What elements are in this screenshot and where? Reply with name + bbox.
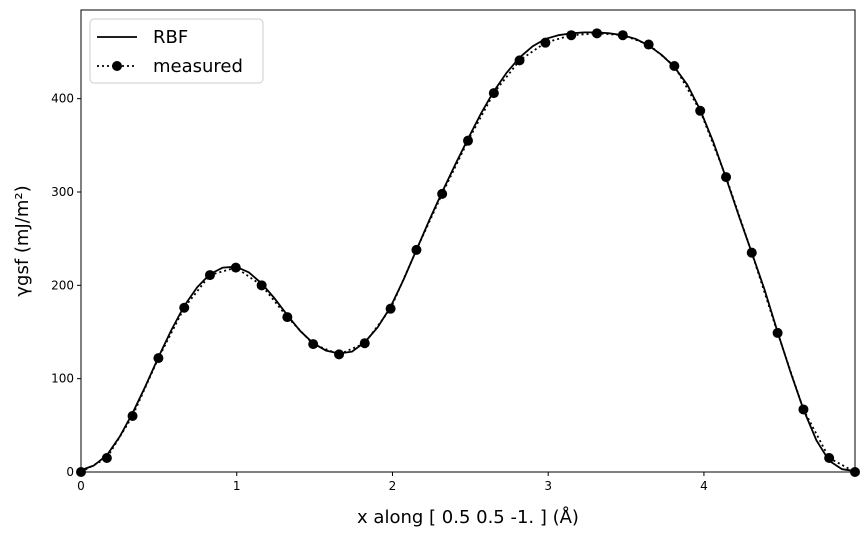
data-point-measured xyxy=(230,262,241,273)
data-point-measured xyxy=(411,244,422,255)
legend-measured-marker-swatch xyxy=(112,61,122,71)
data-point-measured xyxy=(643,39,654,50)
y-tick-label: 0 xyxy=(66,465,74,479)
data-point-measured xyxy=(669,61,680,71)
data-point-measured xyxy=(179,302,190,313)
x-tick-label: 0 xyxy=(77,479,85,493)
legend-rbf-label: RBF xyxy=(153,27,188,48)
plot-area xyxy=(81,10,855,472)
data-point-measured xyxy=(540,37,551,48)
axes-layer: 0 1 2 3 4 0 100 200 300 400 xyxy=(51,9,856,493)
legend-measured-label: measured xyxy=(153,56,243,77)
data-point-measured xyxy=(127,411,138,421)
data-point-measured xyxy=(437,188,448,199)
data-point-measured xyxy=(798,404,809,415)
x-axis-label: x along [ 0.5 0.5 -1. ] (Å) xyxy=(357,506,579,528)
x-tick-label: 2 xyxy=(389,479,397,493)
data-point-measured xyxy=(617,30,628,41)
data-point-measured xyxy=(385,303,396,314)
x-tick-label: 1 xyxy=(233,479,241,493)
data-point-measured xyxy=(721,172,732,183)
y-tick-label: 400 xyxy=(51,92,74,106)
data-point-measured xyxy=(308,339,319,350)
data-point-measured xyxy=(824,453,835,463)
data-point-measured xyxy=(488,88,499,99)
y-axis-label: γgsf (mJ/m²) xyxy=(12,185,33,296)
data-point-measured xyxy=(463,135,473,146)
data-point-measured xyxy=(591,28,602,39)
data-point-measured xyxy=(282,312,293,323)
legend: RBF measured xyxy=(89,18,264,84)
data-point-measured xyxy=(514,55,525,66)
data-point-measured xyxy=(566,30,577,41)
data-point-measured xyxy=(256,280,267,291)
data-point-measured xyxy=(359,338,370,349)
data-point-measured xyxy=(101,453,112,463)
y-tick-label: 300 xyxy=(51,185,74,199)
x-tick-label: 3 xyxy=(544,479,552,493)
plot-frame xyxy=(80,9,856,473)
data-point-measured xyxy=(153,353,164,364)
y-tick-label: 100 xyxy=(51,372,74,386)
data-point-measured xyxy=(204,270,215,281)
data-point-measured xyxy=(334,349,345,360)
data-point-measured xyxy=(695,105,706,116)
x-tick-label: 4 xyxy=(700,479,708,493)
data-point-measured xyxy=(772,327,783,338)
data-point-measured xyxy=(746,247,757,258)
legend-box xyxy=(89,18,264,84)
y-tick-label: 200 xyxy=(51,278,74,292)
